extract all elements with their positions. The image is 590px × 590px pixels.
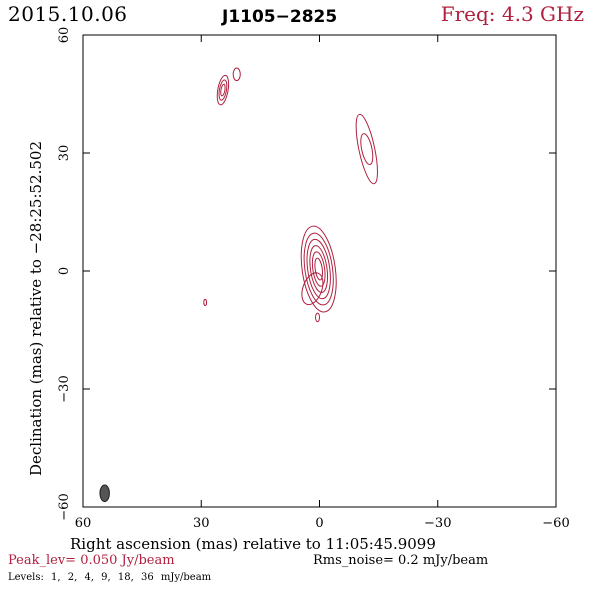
east-dot-contour [203, 298, 208, 307]
core-contour [311, 251, 326, 287]
x-tick-label: 30 [193, 516, 210, 531]
northern-knot-contour [232, 67, 241, 82]
core-contour [300, 225, 337, 313]
contour-levels: Levels: 1, 2, 4, 9, 18, 36 mJy/beam [8, 572, 212, 583]
y-tick-label: −30 [57, 375, 72, 402]
core-contour [306, 238, 331, 300]
peak-level: Peak_lev= 0.050 Jy/beam [8, 553, 175, 568]
core-contour [303, 232, 334, 306]
source-name: J1105−2825 [222, 7, 338, 27]
frequency-label: Freq: 4.3 GHz [440, 2, 584, 26]
y-tick-label: 60 [57, 27, 72, 44]
tick-labels: 60 30 0 −30 −60 −60 −30 0 30 60 [57, 27, 570, 531]
x-axis-label: Right ascension (mas) relative to 11:05:… [70, 535, 436, 553]
contour-layer [203, 67, 378, 323]
observation-date: 2015.10.06 [8, 2, 128, 26]
y-tick-label: −60 [57, 493, 72, 520]
x-tick-label: −60 [542, 516, 569, 531]
beam-ellipse [99, 484, 110, 502]
axis-ticks [82, 34, 557, 508]
plot-frame [82, 34, 557, 508]
x-tick-label: −30 [424, 516, 451, 531]
rms-noise: Rms_noise= 0.2 mJy/beam [313, 553, 489, 568]
y-tick-label: 30 [57, 145, 72, 162]
y-axis-label: Declination (mas) relative to −28:25:52.… [27, 141, 45, 476]
x-tick-label: 0 [315, 516, 323, 531]
western-feature-contour [360, 133, 374, 165]
western-feature-contour [355, 113, 378, 185]
southern-blob-contour [315, 312, 321, 323]
northern-feature-contour [216, 74, 230, 106]
core-contour [314, 257, 324, 281]
northern-feature-contour [218, 79, 228, 101]
y-tick-label: 0 [57, 267, 72, 275]
beam-layer [99, 484, 110, 502]
core-extension-contour [301, 272, 324, 306]
core-contour [309, 245, 329, 293]
x-tick-label: 60 [75, 516, 92, 531]
northern-feature-contour [220, 83, 226, 97]
